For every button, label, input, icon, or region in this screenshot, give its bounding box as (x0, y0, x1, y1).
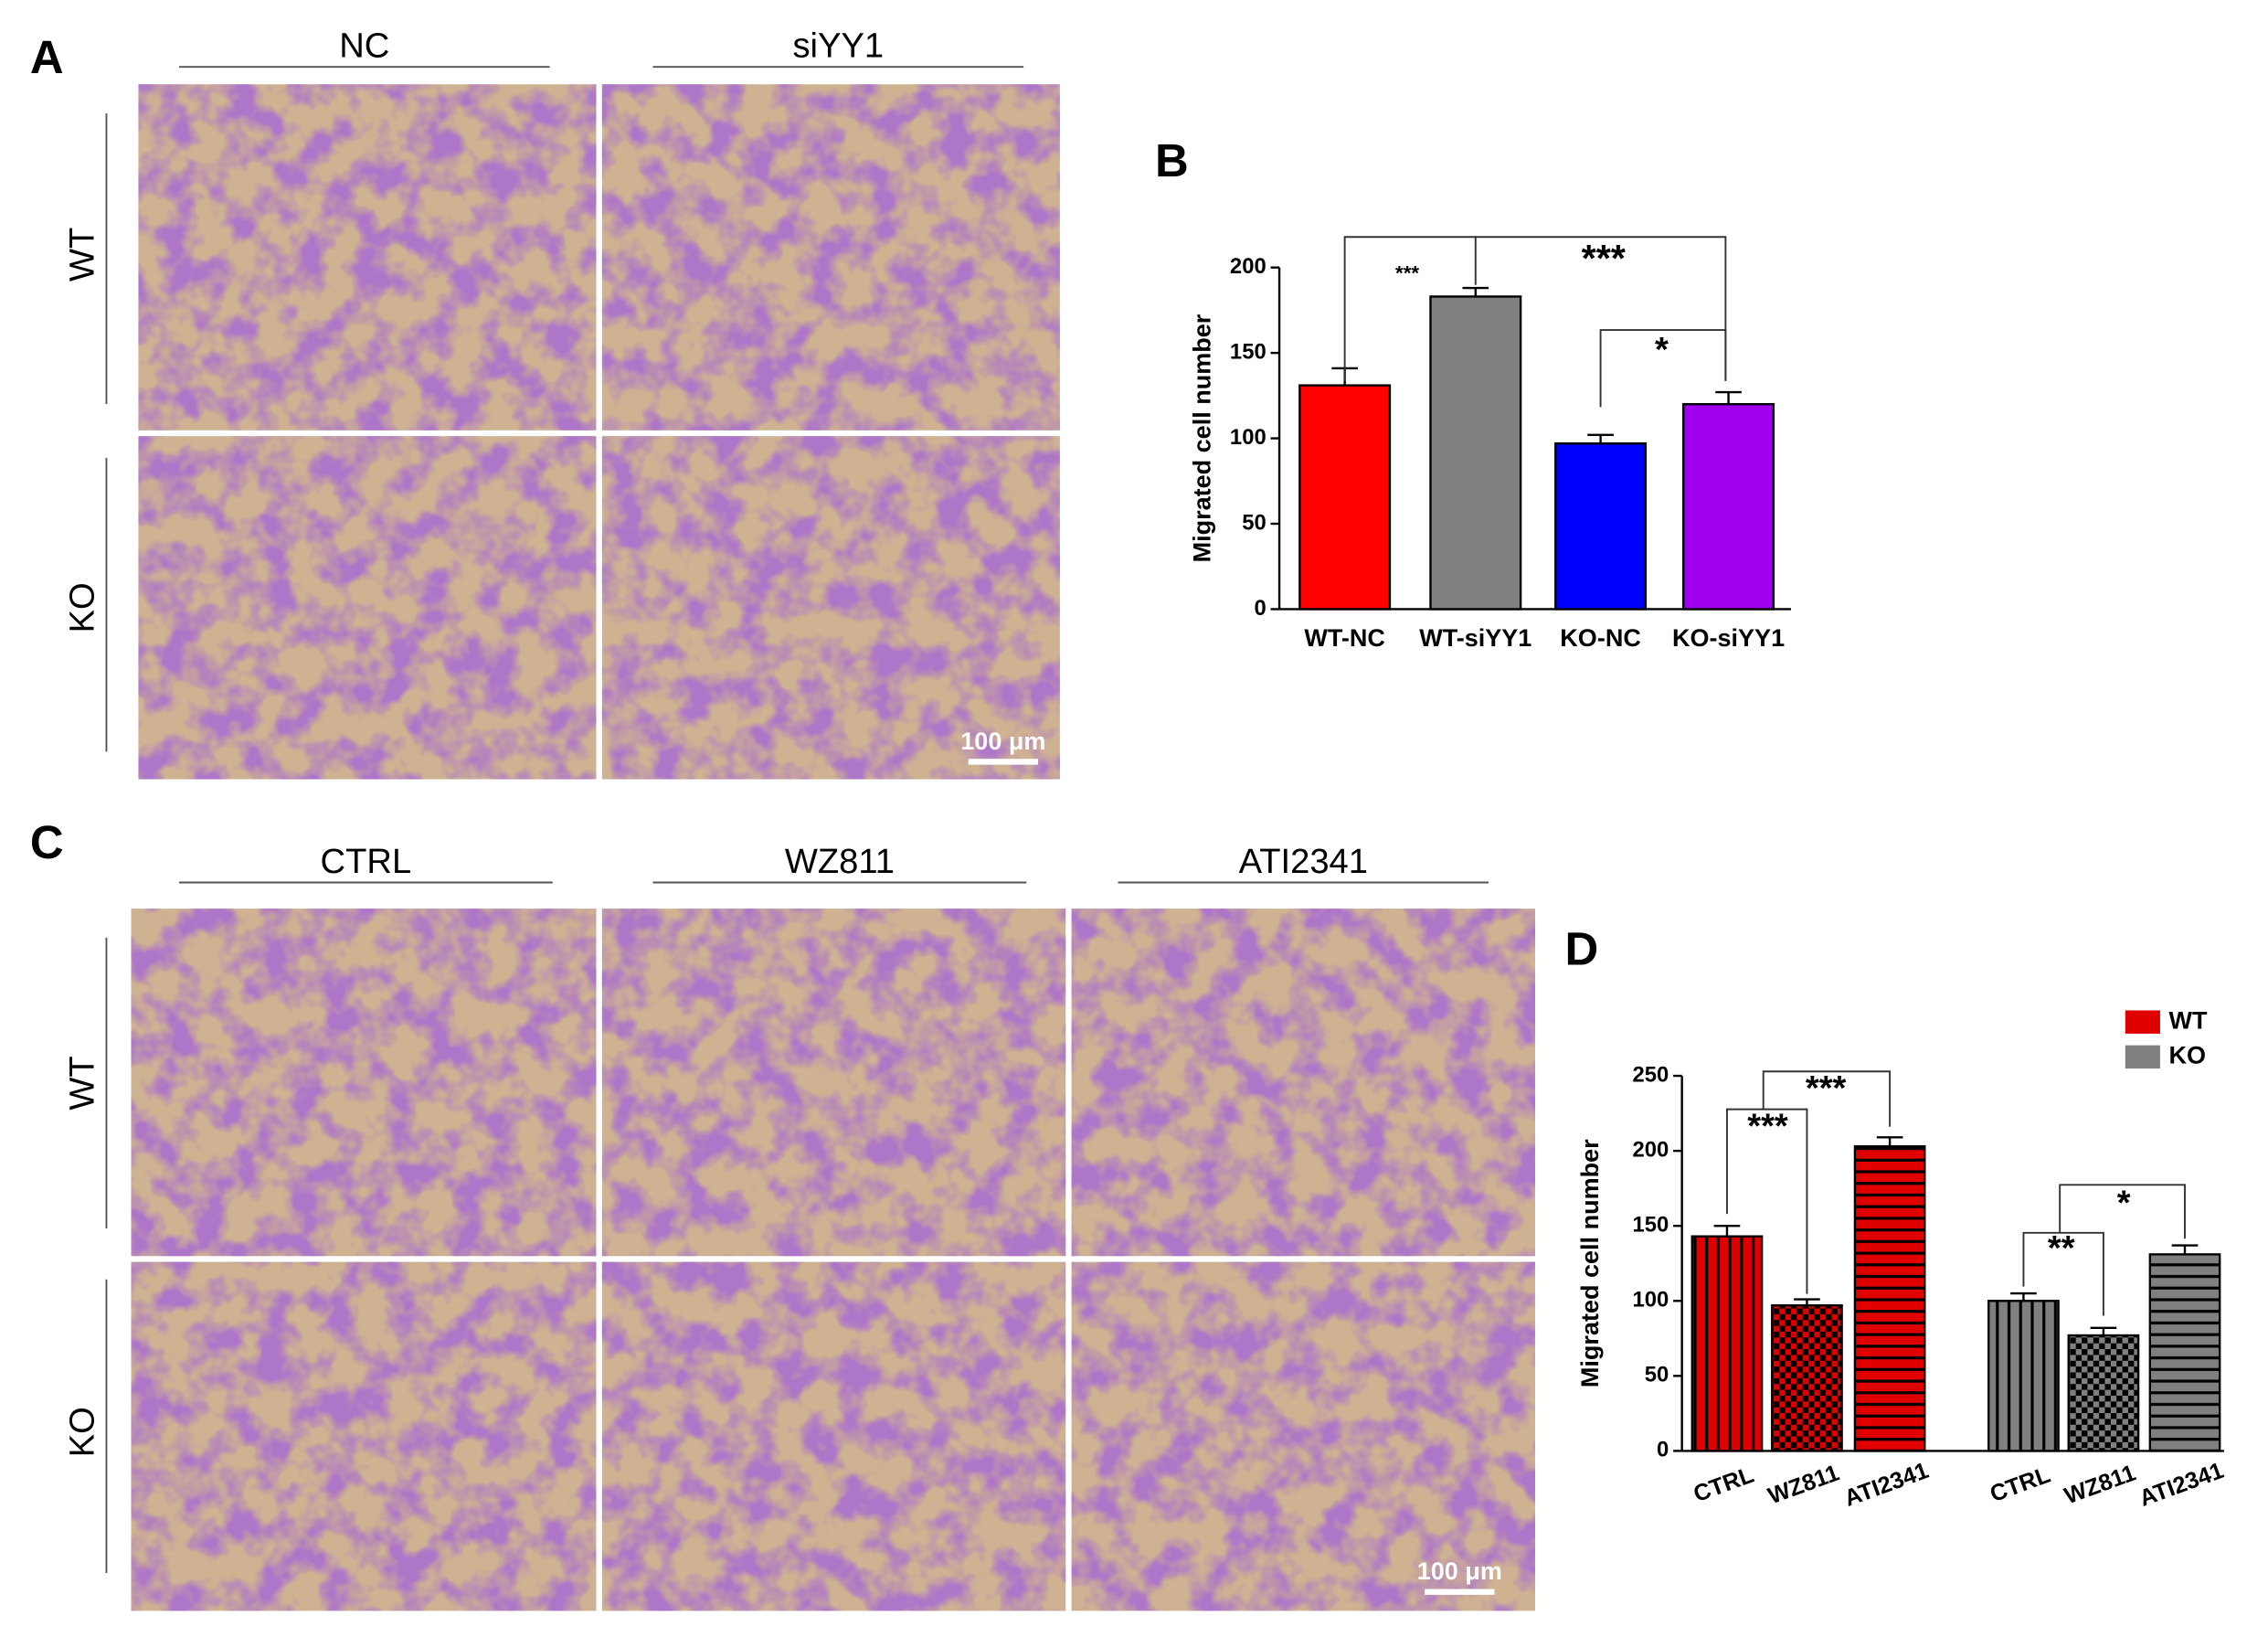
bar (1853, 1144, 1926, 1452)
row-label: WT (63, 1056, 102, 1110)
bar (2067, 1334, 2140, 1452)
y-tick-label: 250 (1633, 1062, 1669, 1087)
x-tick-label: WT-siYY1 (1419, 624, 1531, 652)
panel-label: A (30, 31, 64, 83)
error-bar (1715, 390, 1742, 405)
error-bar (1587, 433, 1614, 444)
error-bar (2090, 1326, 2117, 1336)
y-tick-label: 50 (1645, 1363, 1669, 1387)
bar (1987, 1300, 2060, 1452)
micrograph-cells (601, 1261, 1066, 1611)
micrograph-cells (138, 84, 597, 431)
row-label: KO (63, 1407, 102, 1457)
y-tick-label: 200 (1633, 1137, 1669, 1162)
y-axis-label: Migrated cell number (1188, 314, 1215, 562)
x-tick-label: KO-siYY1 (1672, 624, 1785, 652)
scale-bar-label: 100 μm (960, 728, 1045, 755)
y-axis-label: Migrated cell number (1576, 1139, 1604, 1387)
micrograph-cells (131, 909, 597, 1257)
error-bar (1462, 286, 1489, 297)
bar (2148, 1253, 2221, 1452)
significance-label: *** (1395, 261, 1419, 284)
legend-label: WT (2168, 1006, 2207, 1034)
legend-label: KO (2168, 1041, 2206, 1068)
y-tick-label: 0 (1254, 596, 1266, 621)
y-tick-label: 150 (1633, 1212, 1669, 1237)
scale-bar-label: 100 μm (1417, 1557, 1502, 1585)
column-label: ATI2341 (1239, 842, 1368, 881)
panel-label: D (1565, 922, 1599, 974)
micrograph-cells (1071, 909, 1536, 1257)
y-tick-label: 100 (1633, 1288, 1669, 1313)
significance-label: *** (1806, 1068, 1847, 1108)
column-label: CTRL (321, 842, 412, 881)
bar (1429, 295, 1522, 611)
bar (1298, 384, 1392, 611)
y-tick-label: 50 (1242, 510, 1266, 535)
significance-label: *** (1747, 1106, 1788, 1145)
significance-bracket (1343, 236, 1477, 381)
column-label: WZ811 (785, 842, 895, 881)
panel-label: B (1155, 134, 1189, 186)
micrograph-cells (131, 1261, 597, 1611)
x-tick-label: WT-NC (1304, 624, 1385, 652)
row-label: KO (63, 582, 102, 632)
significance-bracket (2022, 1231, 2104, 1316)
significance-bracket (2059, 1184, 2186, 1239)
significance-label: ** (2048, 1228, 2075, 1268)
micrograph-cells (601, 909, 1066, 1257)
error-bar (2010, 1292, 2037, 1302)
y-tick-label: 100 (1230, 425, 1266, 450)
legend-swatch (2125, 1010, 2160, 1034)
x-tick-label: KO-NC (1560, 624, 1641, 652)
error-bar (1794, 1298, 1820, 1306)
error-bar (1876, 1136, 1903, 1147)
column-label: NC (339, 27, 389, 66)
bar (1771, 1303, 1843, 1452)
y-tick-label: 0 (1657, 1438, 1669, 1462)
bar (1554, 441, 1648, 611)
row-label: WT (63, 228, 102, 282)
micrograph-cells (601, 84, 1060, 431)
error-bar (1713, 1224, 1741, 1237)
bar (1690, 1235, 1764, 1452)
micrograph-cells (138, 436, 597, 780)
bar (1682, 402, 1775, 611)
significance-bracket (1726, 1108, 1808, 1294)
significance-bracket (1599, 329, 1727, 408)
micrograph-cells (601, 436, 1060, 780)
legend-swatch (2125, 1045, 2160, 1069)
micrograph-cells (1071, 1261, 1536, 1611)
significance-label: * (2117, 1184, 2131, 1223)
panel-label: C (30, 816, 64, 868)
significance-label: * (1655, 330, 1669, 369)
y-tick-label: 200 (1230, 254, 1266, 279)
column-label: siYY1 (792, 27, 884, 66)
error-bar (2171, 1244, 2199, 1255)
y-tick-label: 150 (1230, 339, 1266, 364)
significance-label: *** (1582, 238, 1627, 280)
significance-bracket (1762, 1070, 1892, 1127)
